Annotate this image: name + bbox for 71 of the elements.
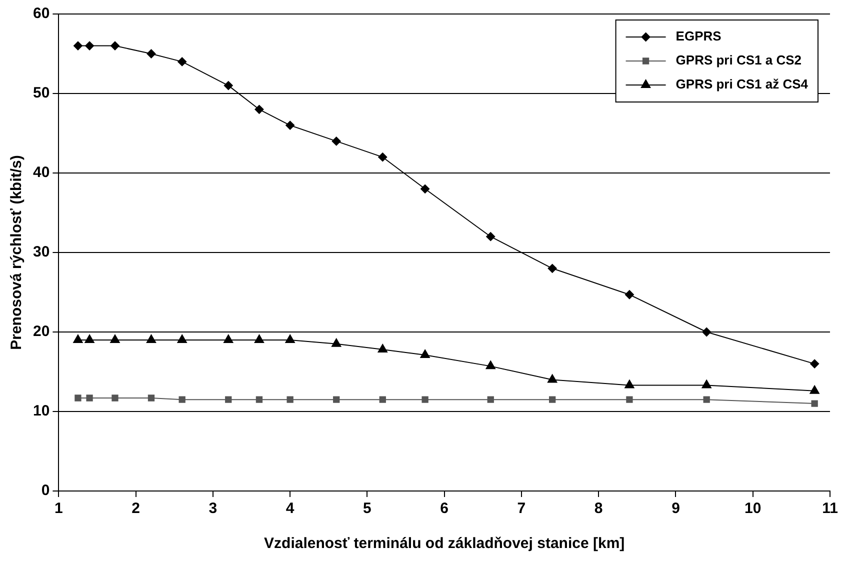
y-tick-label: 40 [32, 164, 50, 182]
y-tick-label: 30 [32, 244, 50, 261]
x-axis-title: Vzdialenosť terminálu od základňovej stanice [km] [264, 535, 625, 552]
y-tick-label: 50 [32, 84, 50, 102]
y-tick-label: 10 [32, 402, 50, 420]
point [702, 328, 712, 336]
point [811, 400, 818, 407]
point [422, 396, 428, 403]
point [110, 41, 120, 50]
x-tick-label: 8 [594, 500, 603, 518]
x-tick-label: 7 [517, 500, 526, 518]
point [624, 380, 634, 388]
point [810, 359, 820, 368]
point [379, 396, 386, 403]
point [626, 396, 633, 403]
x-tick-label: 4 [286, 500, 295, 518]
point [486, 360, 496, 370]
point [256, 396, 263, 403]
legend-label: GPRS pri CS1 a CS2 [676, 52, 802, 68]
x-tick-label: 1 [54, 500, 63, 518]
point [549, 396, 556, 403]
point [178, 57, 187, 66]
point [146, 334, 156, 343]
x-tick-label: 10 [744, 500, 762, 518]
point [286, 396, 294, 403]
point [73, 41, 82, 50]
point [378, 344, 388, 352]
point [84, 334, 94, 343]
legend-label: EGPRS [676, 28, 722, 44]
y-axis-title: Prenosová rýchlosť (kbit/s) [8, 155, 26, 350]
point [420, 350, 430, 358]
point [254, 104, 264, 114]
point [73, 334, 83, 343]
point [112, 394, 118, 402]
x-tick-label: 2 [132, 500, 140, 518]
y-tick-label: 20 [32, 323, 50, 340]
point [286, 120, 295, 130]
point [420, 184, 430, 194]
x-tick-label: 5 [363, 500, 372, 518]
point [224, 81, 233, 90]
point [378, 152, 388, 162]
point [148, 394, 155, 402]
x-tick-label: 11 [822, 500, 838, 518]
point [702, 380, 712, 388]
point [487, 396, 494, 403]
y-tick-label: 60 [32, 5, 50, 22]
point [332, 136, 341, 146]
point [178, 396, 186, 403]
point [177, 334, 187, 343]
legend-label: GPRS pri CS1 až CS4 [676, 76, 809, 92]
x-tick-label: 9 [672, 500, 680, 518]
point [225, 396, 232, 403]
point [110, 334, 120, 343]
y-tick-label: 0 [41, 482, 50, 500]
point [285, 334, 295, 343]
point [486, 232, 496, 242]
point [224, 334, 234, 343]
point [254, 334, 264, 343]
x-tick-label: 6 [440, 500, 449, 518]
point [548, 264, 557, 273]
point [703, 396, 710, 403]
point [146, 49, 156, 58]
point [810, 385, 820, 394]
point [332, 338, 342, 347]
point [333, 396, 340, 403]
point [74, 394, 82, 402]
x-tick-label: 3 [208, 500, 218, 518]
point [624, 290, 634, 300]
point [85, 41, 94, 50]
point [86, 394, 93, 402]
point [547, 374, 558, 383]
